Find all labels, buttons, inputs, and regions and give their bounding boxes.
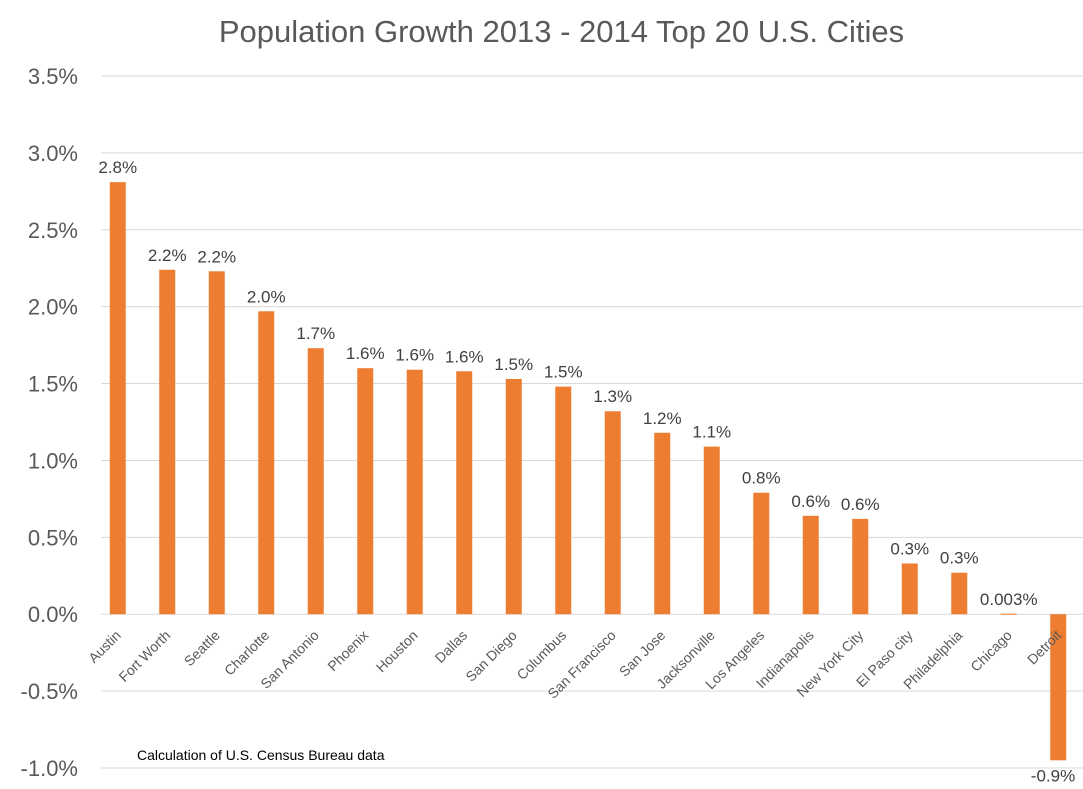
- data-label: -0.9%: [1031, 766, 1075, 785]
- bar: [456, 371, 473, 615]
- data-label: 1.5%: [494, 355, 533, 374]
- y-tick-label: -0.5%: [21, 679, 78, 704]
- bar: [901, 563, 918, 615]
- data-label: 0.6%: [791, 492, 830, 511]
- data-label: 0.003%: [980, 590, 1038, 609]
- data-label: 1.2%: [643, 409, 682, 428]
- data-label: 2.2%: [148, 246, 187, 265]
- bar: [802, 515, 819, 615]
- bar: [951, 572, 968, 615]
- bar: [258, 311, 275, 615]
- bar: [753, 492, 770, 615]
- data-label: 2.0%: [247, 287, 286, 306]
- y-tick-label: 3.0%: [28, 141, 78, 166]
- bar: [357, 368, 374, 615]
- bar: [307, 348, 324, 615]
- x-tick-label: Houston: [373, 627, 421, 675]
- y-tick-label: 2.5%: [28, 218, 78, 243]
- x-tick-label: Fort Worth: [115, 627, 173, 685]
- y-tick-label: 1.0%: [28, 448, 78, 473]
- data-label: 1.6%: [445, 347, 484, 366]
- bars: [109, 182, 1067, 761]
- x-tick-label: Seattle: [181, 627, 223, 669]
- x-tick-label: Phoenix: [324, 627, 371, 674]
- bar: [852, 518, 869, 615]
- y-tick-label: 2.0%: [28, 295, 78, 320]
- data-labels: 2.8% 2.2% 2.2% 2.0% 1.7% 1.6% 1.6% 1.6% 1.5% 1.5%…: [98, 158, 1075, 785]
- x-tick-label: San Diego: [462, 627, 520, 685]
- data-label: 0.3%: [940, 549, 979, 568]
- bar: [703, 446, 720, 615]
- data-label: 1.1%: [692, 423, 731, 442]
- data-label: 0.3%: [890, 539, 929, 558]
- bar: [208, 271, 225, 615]
- bar: [1050, 614, 1067, 761]
- data-label: 1.6%: [395, 346, 434, 365]
- y-tick-label: -1.0%: [21, 756, 78, 781]
- x-tick-label: Dallas: [432, 627, 471, 666]
- y-tick-label: 1.5%: [28, 372, 78, 397]
- data-label: 0.6%: [841, 495, 880, 514]
- bar: [159, 269, 176, 615]
- source-annotation: Calculation of U.S. Census Bureau data: [137, 747, 385, 763]
- y-axis: 3.5% 3.0% 2.5% 2.0% 1.5% 1.0% 0.5% 0.0% -0.5% -1.…: [21, 64, 78, 781]
- data-label: 1.5%: [544, 363, 583, 382]
- y-tick-label: 0.0%: [28, 602, 78, 627]
- data-label: 1.3%: [593, 387, 632, 406]
- data-label: 1.7%: [296, 324, 335, 343]
- bar: [1000, 613, 1017, 615]
- bar: [109, 182, 126, 615]
- x-tick-label: Chicago: [967, 627, 1015, 675]
- data-label: 2.2%: [197, 247, 236, 266]
- y-tick-label: 3.5%: [28, 64, 78, 89]
- data-label: 2.8%: [98, 158, 137, 177]
- x-tick-label: Charlotte: [221, 627, 273, 679]
- x-tick-label: Austin: [85, 627, 124, 666]
- data-label: 1.6%: [346, 344, 385, 363]
- bar: [654, 432, 671, 615]
- bar: [505, 378, 522, 615]
- y-tick-label: 0.5%: [28, 525, 78, 550]
- bar: [406, 369, 423, 615]
- chart-title: Population Growth 2013 - 2014 Top 20 U.S…: [218, 14, 905, 49]
- bar: [555, 386, 572, 615]
- bar: [604, 411, 621, 615]
- data-label: 0.8%: [742, 469, 781, 488]
